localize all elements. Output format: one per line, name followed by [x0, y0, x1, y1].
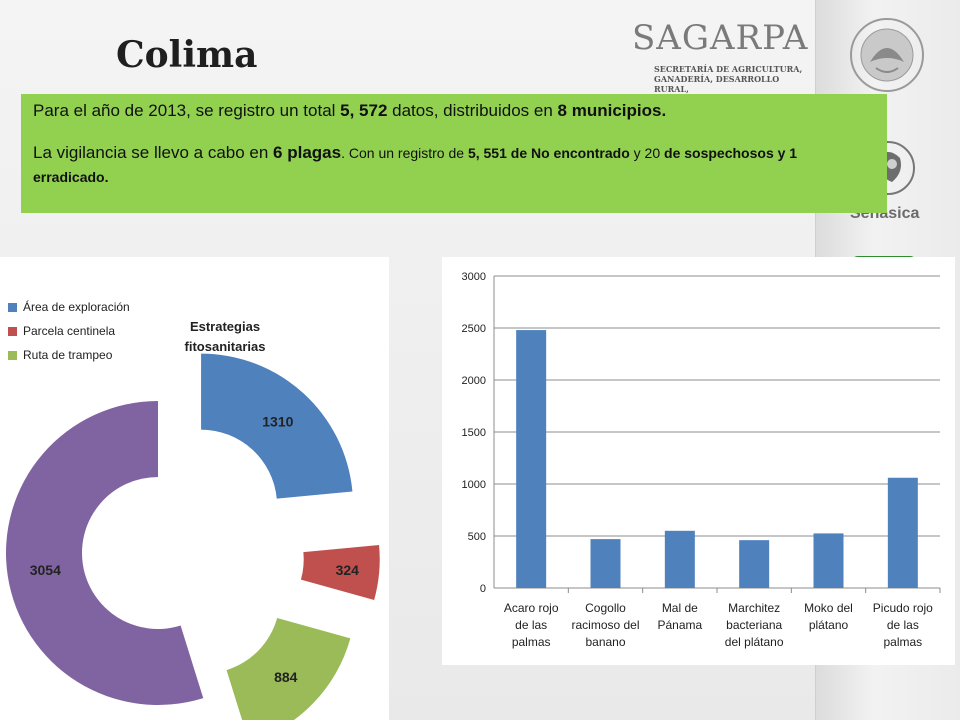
donut-data-label: 3054 — [30, 562, 61, 578]
y-tick-label: 2000 — [462, 375, 486, 387]
x-tick-label: Moko del plátano — [804, 601, 853, 632]
summary-banner: Para el año de 2013, se registro un tota… — [21, 94, 887, 213]
legend-swatch — [8, 302, 17, 312]
summary-text: . Con un registro de — [341, 145, 468, 161]
legend-swatch — [8, 326, 17, 336]
bar — [739, 540, 770, 588]
legend-item: Área de exploración — [8, 295, 130, 319]
summary-total: 5, 572 — [340, 101, 388, 120]
donut-slice — [226, 617, 351, 720]
donut-data-label: 324 — [336, 562, 360, 578]
bar — [813, 533, 844, 588]
y-tick-label: 1500 — [462, 427, 486, 439]
donut-svg: 1310 324 884 3054 — [6, 353, 380, 720]
legend-label: Área de exploración — [23, 300, 130, 314]
summary-not-found: 5, 551 de No encontrado — [467, 145, 630, 161]
pest-bar-chart: 0 500 1000 1500 2000 2500 3000 Acaro rojo de las… — [442, 257, 955, 665]
bar-svg: 0 500 1000 1500 2000 2500 3000 Acaro rojo de las… — [462, 271, 941, 649]
y-tick-label: 2500 — [462, 323, 486, 335]
summary-pests: 6 plagas — [273, 143, 342, 162]
summary-suspects: de sospechosos y 1 erradicado. — [33, 145, 798, 185]
donut-data-label: 1310 — [262, 413, 293, 429]
x-tick-label: Marchitez bacteriana del plátano — [725, 601, 784, 649]
bar — [590, 539, 621, 588]
mexico-seal-icon — [850, 18, 924, 92]
y-tick-label: 500 — [468, 531, 486, 543]
sagarpa-logo: SAGARPA SECRETARÍA DE AGRICULTURA, GANAD… — [632, 18, 812, 98]
summary-text: datos, distribuidos en — [387, 101, 558, 120]
legend-label: Parcela centinela — [23, 324, 116, 338]
sagarpa-subtitle-line-2: GANADERÍA, DESARROLLO RURAL, — [654, 74, 780, 94]
donut-slice — [6, 401, 204, 705]
legend-label: Ruta de trampeo — [23, 348, 113, 362]
bar — [664, 530, 695, 588]
summary-line-1: Para el año de 2013, se registro un tota… — [33, 101, 875, 121]
y-tick-label: 0 — [480, 583, 486, 595]
summary-text: Para el año de 2013, se registro un tota… — [33, 101, 341, 120]
bar — [887, 477, 918, 588]
y-tick-label: 3000 — [462, 271, 486, 283]
summary-text: La vigilancia se llevo a cabo en — [33, 143, 274, 162]
bar — [516, 330, 547, 588]
x-tick-label: Cogollo racimoso del banano — [571, 601, 639, 649]
donut-data-label: 884 — [274, 669, 298, 685]
page-title: Colima — [116, 34, 258, 76]
summary-municipalities: 8 municipios. — [557, 101, 667, 120]
sagarpa-subtitle: SECRETARÍA DE AGRICULTURA, GANADERÍA, DE… — [654, 64, 812, 94]
sagarpa-wordmark: SAGARPA — [632, 18, 809, 58]
y-tick-label: 1000 — [462, 479, 486, 491]
sagarpa-subtitle-line-1: SECRETARÍA DE AGRICULTURA, — [654, 64, 803, 74]
x-tick-label: Picudo rojo de las palmas — [873, 601, 933, 649]
donut-chart-title: Estrategias fitosanitarias — [184, 319, 266, 354]
legend-swatch — [8, 350, 17, 360]
summary-line-2: La vigilancia se llevo a cabo en 6 plaga… — [33, 141, 875, 189]
x-tick-label: Acaro rojo de las palmas — [504, 601, 559, 649]
donut-slice — [201, 353, 353, 499]
donut-slice — [300, 545, 380, 601]
legend-item: Parcela centinela — [8, 319, 130, 343]
donut-legend: Área de exploración Parcela centinela Ru… — [8, 295, 130, 367]
legend-item: Ruta de trampeo — [8, 343, 130, 367]
summary-text: y 20 — [629, 145, 665, 161]
strategies-donut-chart: Área de exploración Parcela centinela Ru… — [0, 257, 389, 720]
x-tick-label: Mal de Pánama — [657, 601, 702, 632]
